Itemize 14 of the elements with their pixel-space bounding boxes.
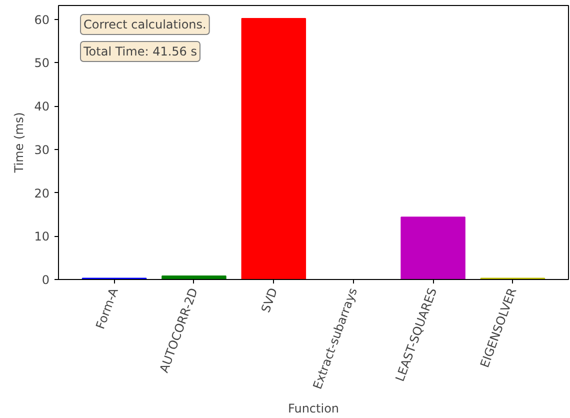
annotation: Total Time: 41.56 s [82,44,197,58]
x-tick-label: SVD [258,286,280,314]
y-tick-label: 20 [34,186,50,200]
bar [400,216,466,280]
y-axis-title: Time (ms) [12,112,26,174]
annotation: Correct calculations. [84,18,206,32]
x-axis-title: Function [288,401,340,416]
bar [241,18,306,280]
y-tick-label: 40 [34,100,50,114]
y-tick-label: 10 [34,230,50,244]
y-tick-label: 0 [42,273,50,287]
y-tick-label: 50 [34,56,50,70]
y-tick-label: 30 [34,142,50,157]
y-tick-label: 60 [34,12,50,27]
